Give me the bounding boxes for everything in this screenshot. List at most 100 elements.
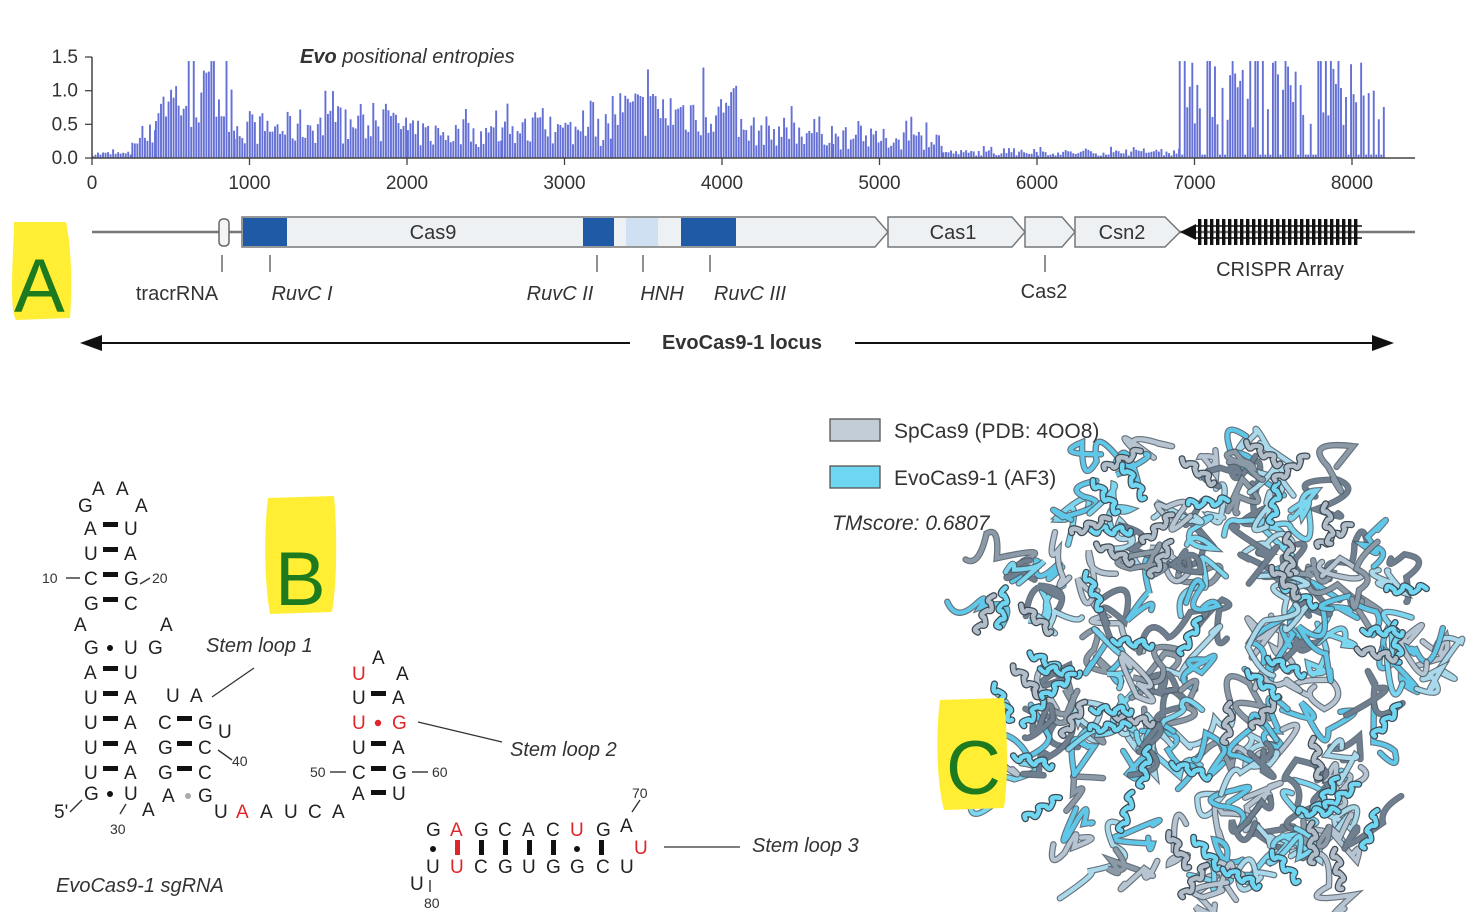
entropy-bar bbox=[281, 130, 284, 158]
entropy-bar bbox=[644, 135, 647, 158]
entropy-bar bbox=[160, 103, 162, 158]
entropy-bar bbox=[357, 115, 360, 158]
entropy-bar bbox=[1170, 155, 1173, 158]
entropy-bar bbox=[1266, 109, 1269, 158]
helix bbox=[1094, 541, 1135, 567]
entropy-bar bbox=[867, 146, 870, 158]
x-tick-label: 4000 bbox=[701, 173, 743, 194]
entropy-bar bbox=[195, 117, 198, 158]
entropy-bar bbox=[536, 117, 539, 158]
entropy-bar bbox=[992, 153, 995, 158]
crispr-array bbox=[1180, 219, 1362, 245]
entropy-bar bbox=[1277, 74, 1279, 158]
entropy-bar bbox=[1186, 107, 1189, 158]
nt-stem-b-l5: U bbox=[84, 738, 98, 759]
entropy-bar bbox=[710, 123, 712, 158]
nt-sl3-b6: G bbox=[570, 857, 585, 878]
entropy-bar bbox=[1350, 64, 1353, 158]
locus-label: EvoCas9-1 locus bbox=[662, 332, 822, 354]
hnh-domain bbox=[626, 218, 658, 246]
entropy-bar bbox=[269, 131, 271, 158]
helix bbox=[1322, 781, 1361, 809]
locus-arrowhead-right bbox=[1372, 335, 1394, 351]
entropy-bar bbox=[382, 109, 385, 158]
entropy-bar bbox=[329, 110, 332, 158]
nt-sl2-loop-a2: A bbox=[396, 664, 409, 685]
entropy-bar bbox=[1044, 152, 1047, 158]
entropy-bar bbox=[129, 154, 132, 158]
nt-linker-5: C bbox=[308, 802, 322, 823]
entropy-bar bbox=[684, 129, 687, 158]
entropy-bar bbox=[177, 105, 180, 158]
ribbon bbox=[1322, 738, 1359, 785]
entropy-bar bbox=[454, 124, 457, 158]
entropy-bar bbox=[624, 95, 627, 158]
entropy-bar bbox=[1067, 151, 1070, 158]
entropy-bar bbox=[1372, 90, 1375, 158]
entropy-bar bbox=[687, 131, 690, 158]
hnh-label: HNH bbox=[640, 283, 684, 305]
entropy-bar bbox=[947, 152, 950, 158]
chart-title: Evo positional entropies bbox=[300, 46, 515, 68]
entropy-bar bbox=[487, 132, 490, 158]
entropy-bar bbox=[1229, 75, 1232, 158]
entropy-bar bbox=[1221, 87, 1224, 158]
entropy-bar bbox=[1130, 151, 1133, 158]
entropy-bar bbox=[808, 130, 811, 158]
entropy-bar bbox=[1122, 153, 1125, 158]
entropy-bar bbox=[1345, 97, 1347, 158]
ribbon bbox=[1369, 568, 1410, 597]
bp-sl3-1-wobble bbox=[430, 846, 436, 852]
entropy-bar bbox=[574, 126, 577, 158]
entropy-bar bbox=[892, 142, 895, 158]
entropy-bar bbox=[942, 152, 945, 158]
entropy-bar bbox=[597, 118, 600, 158]
nt-sl3-t2: A bbox=[450, 820, 463, 841]
bp-sl3-6 bbox=[551, 840, 556, 855]
ribbon bbox=[1344, 669, 1405, 718]
bp-sl3-5 bbox=[527, 840, 532, 855]
legend-swatch-spcas9 bbox=[829, 418, 881, 442]
entropy-bar bbox=[1018, 151, 1020, 158]
entropy-chart: 0.0 0.5 1.0 1.5 0 1000 2000 3000 4000 5000 6000 70… bbox=[52, 46, 1415, 194]
helix bbox=[1058, 699, 1088, 738]
entropy-bar bbox=[444, 140, 447, 158]
entropy-bar bbox=[849, 139, 852, 158]
crispr-repeat bbox=[1306, 219, 1310, 245]
helix bbox=[1139, 512, 1175, 545]
entropy-bar bbox=[707, 132, 710, 158]
entropy-bar bbox=[654, 96, 657, 158]
nt-stem-b-l1: G bbox=[84, 638, 99, 659]
entropy-bar bbox=[387, 110, 390, 158]
entropy-bar bbox=[847, 148, 850, 158]
nt-stem-a-r4: C bbox=[124, 594, 138, 615]
entropy-bar bbox=[256, 143, 259, 158]
entropy-bar bbox=[717, 106, 720, 158]
pos-40-tick bbox=[217, 749, 233, 761]
entropy-bar bbox=[1117, 151, 1120, 158]
entropy-bar bbox=[689, 105, 692, 158]
helix bbox=[1179, 456, 1217, 487]
entropy-bar bbox=[412, 120, 414, 158]
stem-loop-2-leader bbox=[417, 721, 503, 743]
entropy-bar bbox=[490, 126, 493, 158]
chart-title-bold: Evo bbox=[300, 46, 337, 68]
panel-b-highlight bbox=[265, 496, 337, 614]
entropy-bar bbox=[940, 145, 943, 158]
entropy-bar bbox=[452, 141, 455, 158]
entropy-bar bbox=[664, 118, 667, 158]
entropy-bar bbox=[877, 142, 880, 158]
entropy-bar bbox=[584, 135, 587, 158]
entropy-bar bbox=[967, 152, 970, 158]
nt-sl3-t6: C bbox=[546, 820, 560, 841]
pos-10-label: 10 bbox=[42, 570, 58, 586]
cas1-label: Cas1 bbox=[930, 222, 977, 244]
x-tick-label: 7000 bbox=[1173, 173, 1215, 194]
bp-sl1-3 bbox=[177, 766, 192, 771]
entropy-bar bbox=[1049, 154, 1052, 158]
crispr-repeat bbox=[1216, 219, 1220, 245]
helix bbox=[1101, 448, 1143, 471]
entropy-bar bbox=[1140, 151, 1143, 158]
entropy-bar bbox=[674, 109, 677, 158]
pos-50-label: 50 bbox=[310, 764, 326, 780]
